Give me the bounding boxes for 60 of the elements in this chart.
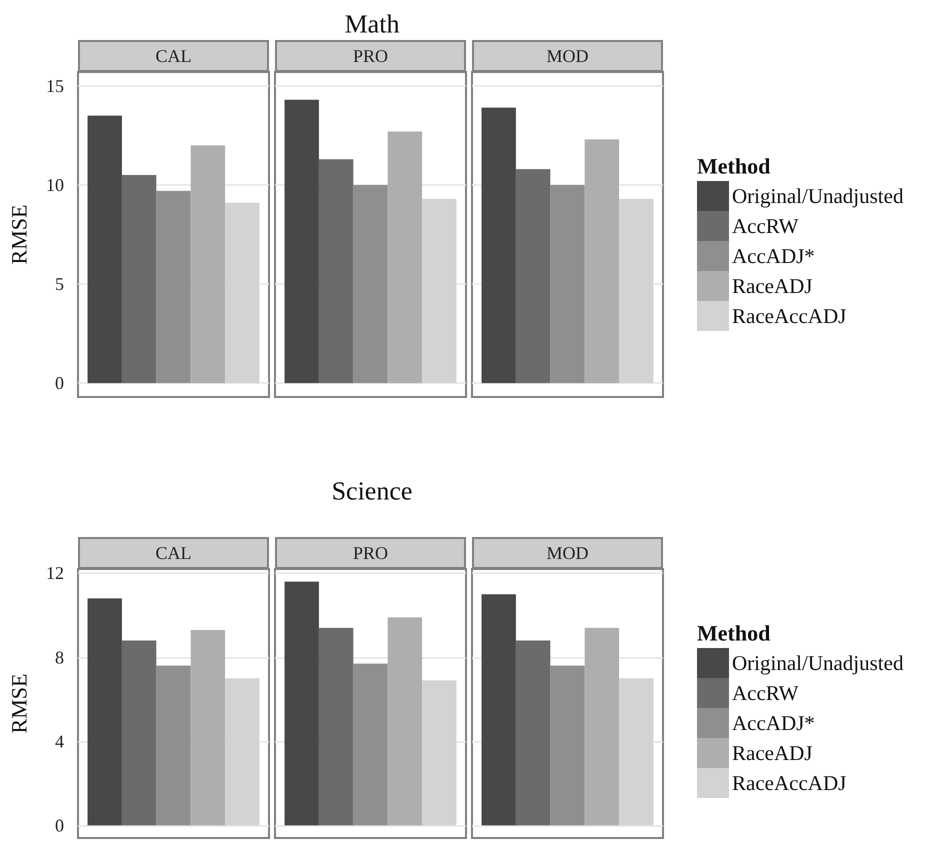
legend-label: Original/Unadjusted <box>732 184 904 208</box>
y-tick-label: 5 <box>55 274 64 294</box>
bar <box>482 108 516 384</box>
y-tick-label: 8 <box>55 647 64 668</box>
bar <box>619 678 654 826</box>
bar <box>190 630 226 826</box>
bar <box>516 169 550 384</box>
y-tick-label: 15 <box>46 76 64 96</box>
bar <box>88 116 122 384</box>
bar <box>156 666 191 826</box>
chart-title: Math <box>344 10 400 38</box>
bar <box>318 628 354 826</box>
y-tick-label: 0 <box>55 373 64 394</box>
legend-label: AccADJ* <box>732 711 815 735</box>
y-tick-label: 12 <box>46 563 64 584</box>
x-tick-label: CAL <box>156 543 192 563</box>
legend-title: Method <box>697 620 770 646</box>
legend-label: Original/Unadjusted <box>732 651 904 675</box>
bar <box>584 628 620 826</box>
bar <box>190 145 226 384</box>
legend-label: AccRW <box>732 681 799 705</box>
bar <box>482 594 516 826</box>
y-axis-title: RMSE <box>6 674 32 734</box>
legend-title: Method <box>697 154 770 178</box>
y-tick-label: 0 <box>55 815 64 836</box>
bar <box>225 678 260 826</box>
y-tick-label: 10 <box>46 174 64 195</box>
bar <box>550 184 585 384</box>
bar <box>353 664 388 826</box>
bar <box>225 202 260 384</box>
bar <box>122 175 156 384</box>
legend-label: RaceAccADJ <box>732 771 846 795</box>
bar <box>284 100 319 384</box>
bar <box>156 190 191 384</box>
bar <box>584 139 620 384</box>
bar <box>388 617 422 826</box>
bar <box>284 582 319 826</box>
bar <box>619 198 654 384</box>
legend-label: AccADJ* <box>732 244 815 268</box>
bar <box>318 159 354 384</box>
legend-label: RaceADJ <box>732 741 812 765</box>
bar <box>88 598 122 826</box>
bar <box>353 184 388 384</box>
legend-label: AccRW <box>732 214 799 238</box>
bar <box>422 198 456 384</box>
y-axis-title: RMSE <box>6 204 32 264</box>
y-tick-label: 4 <box>55 731 64 752</box>
chart-title: Science <box>332 476 412 506</box>
legend-label: RaceADJ <box>732 274 812 298</box>
bar <box>122 640 156 826</box>
bar <box>388 131 422 384</box>
x-tick-label: MOD <box>546 543 589 563</box>
bar <box>422 680 456 826</box>
legend-label: RaceAccADJ <box>732 304 846 328</box>
x-tick-label: PRO <box>352 46 388 66</box>
x-tick-label: CAL <box>156 46 192 66</box>
x-tick-label: PRO <box>352 543 388 563</box>
bar <box>516 640 550 826</box>
x-tick-label: MOD <box>546 46 589 66</box>
bar <box>550 666 585 826</box>
